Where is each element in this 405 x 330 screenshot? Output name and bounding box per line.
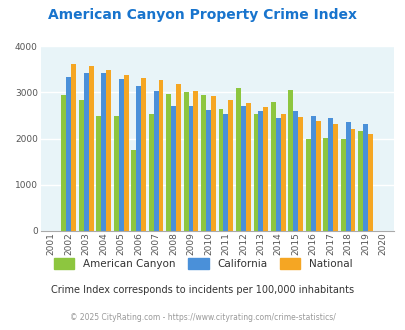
Bar	[101, 73, 106, 231]
Bar	[280, 114, 285, 231]
Bar	[305, 139, 310, 231]
Bar	[61, 95, 66, 231]
Bar	[211, 96, 215, 231]
Bar	[200, 95, 205, 231]
Bar	[141, 78, 146, 231]
Legend: American Canyon, California, National: American Canyon, California, National	[53, 258, 352, 269]
Bar	[263, 107, 268, 231]
Bar	[153, 91, 158, 231]
Bar	[292, 111, 298, 231]
Bar	[228, 100, 233, 231]
Bar	[136, 86, 141, 231]
Bar	[205, 111, 211, 231]
Bar	[71, 64, 76, 231]
Bar	[166, 94, 171, 231]
Bar	[131, 150, 136, 231]
Bar	[96, 116, 101, 231]
Bar	[333, 124, 337, 231]
Bar	[275, 118, 280, 231]
Bar	[193, 91, 198, 231]
Bar	[367, 134, 372, 231]
Bar	[245, 104, 250, 231]
Bar	[327, 118, 333, 231]
Bar	[183, 92, 188, 231]
Bar	[288, 90, 292, 231]
Bar	[235, 88, 240, 231]
Bar	[158, 81, 163, 231]
Bar	[79, 100, 83, 231]
Bar	[218, 110, 223, 231]
Bar	[253, 114, 258, 231]
Bar	[113, 116, 118, 231]
Bar	[66, 77, 71, 231]
Bar	[124, 75, 128, 231]
Bar	[176, 84, 181, 231]
Bar	[270, 102, 275, 231]
Bar	[89, 66, 94, 231]
Bar	[188, 106, 193, 231]
Bar	[322, 138, 327, 231]
Bar	[106, 70, 111, 231]
Text: American Canyon Property Crime Index: American Canyon Property Crime Index	[48, 8, 357, 22]
Bar	[240, 106, 245, 231]
Bar	[83, 73, 89, 231]
Bar	[357, 131, 362, 231]
Bar	[223, 114, 228, 231]
Bar	[310, 116, 315, 231]
Bar	[118, 79, 124, 231]
Bar	[258, 111, 263, 231]
Bar	[340, 139, 345, 231]
Bar	[362, 124, 367, 231]
Bar	[148, 114, 153, 231]
Bar	[350, 129, 355, 231]
Bar	[171, 106, 176, 231]
Bar	[345, 122, 350, 231]
Bar	[315, 121, 320, 231]
Text: © 2025 CityRating.com - https://www.cityrating.com/crime-statistics/: © 2025 CityRating.com - https://www.city…	[70, 313, 335, 322]
Bar	[298, 117, 303, 231]
Text: Crime Index corresponds to incidents per 100,000 inhabitants: Crime Index corresponds to incidents per…	[51, 285, 354, 295]
